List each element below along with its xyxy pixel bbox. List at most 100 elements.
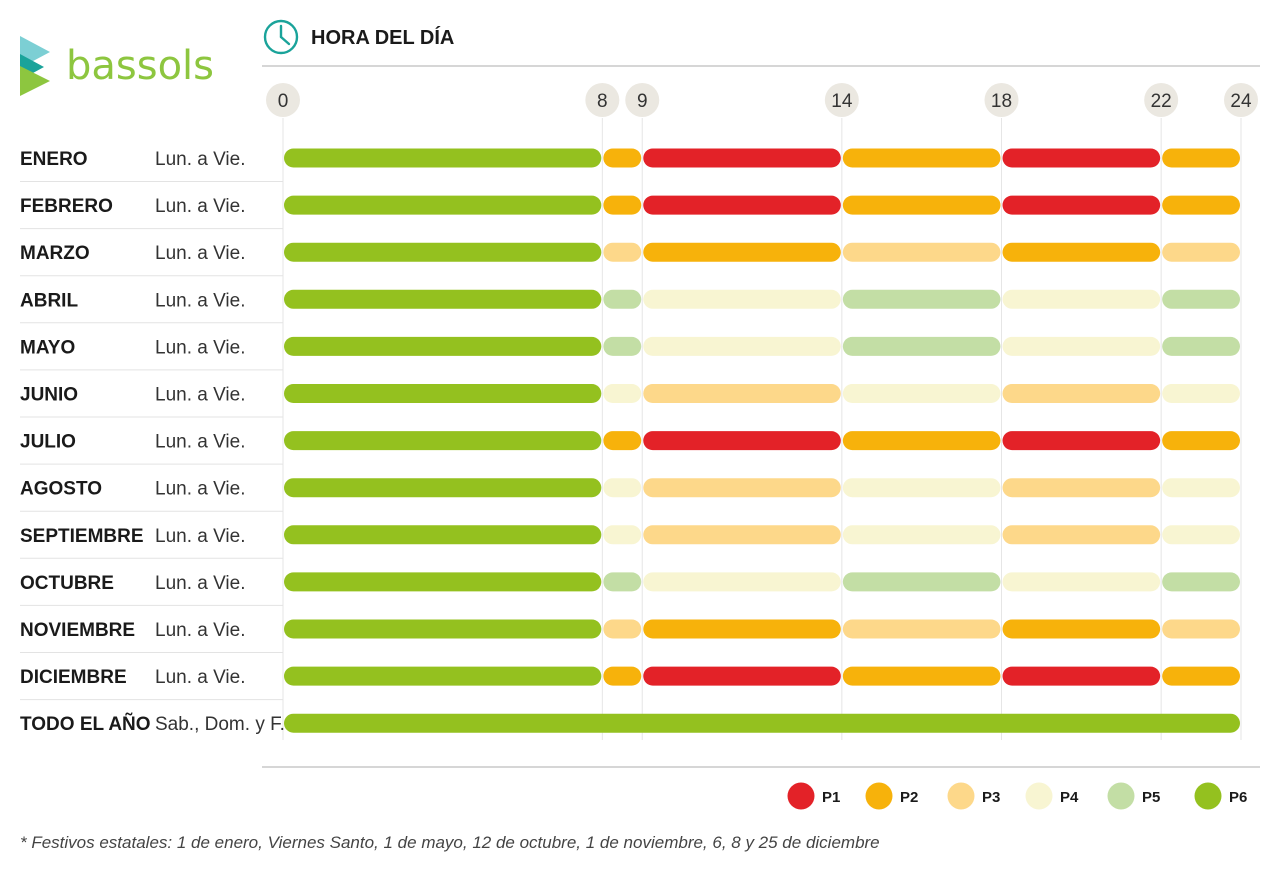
period-bar	[603, 525, 642, 545]
logo-mark-icon	[20, 36, 50, 96]
month-label: FEBRERO	[20, 196, 113, 217]
chart-row: DICIEMBRE Lun. a Vie.	[20, 666, 1240, 701]
period-bar	[603, 666, 642, 686]
period-bar	[603, 336, 642, 356]
period-bar	[284, 289, 602, 309]
period-bar	[643, 195, 841, 215]
legend-item: P5	[1107, 782, 1160, 810]
tick-label: 22	[1151, 91, 1172, 112]
legend-label: P6	[1229, 789, 1247, 806]
header-title: HORA DEL DÍA	[311, 27, 455, 49]
tick-label: 14	[831, 91, 853, 112]
period-bar	[1002, 572, 1161, 592]
period-bar	[284, 572, 602, 592]
period-bar	[1162, 666, 1240, 686]
tick-label: 9	[637, 91, 648, 112]
days-label: Lun. a Vie.	[155, 620, 246, 641]
period-bar	[1002, 148, 1161, 168]
month-label: TODO EL AÑO	[20, 713, 151, 735]
days-label: Lun. a Vie.	[155, 196, 246, 217]
period-bar	[842, 242, 1001, 262]
period-bar	[284, 148, 602, 168]
tick-label: 24	[1230, 91, 1252, 112]
period-bar	[1162, 289, 1240, 309]
legend-label: P5	[1142, 789, 1160, 806]
period-bar	[603, 148, 642, 168]
period-bar	[1002, 195, 1161, 215]
clock-icon	[263, 19, 299, 55]
footnote: * Festivos estatales: 1 de enero, Vierne…	[20, 833, 880, 852]
period-bar	[643, 431, 841, 451]
period-bar	[842, 478, 1001, 498]
period-bar	[1002, 384, 1161, 403]
legend-item: P2	[865, 782, 918, 810]
chart-row: ABRIL Lun. a Vie.	[20, 289, 1240, 324]
period-bar	[1002, 478, 1161, 498]
period-bar	[1002, 431, 1161, 451]
month-label: OCTUBRE	[20, 573, 114, 594]
period-bar	[603, 572, 642, 592]
chart-row: FEBRERO Lun. a Vie.	[20, 195, 1240, 230]
days-label: Lun. a Vie.	[155, 573, 246, 594]
month-label: MAYO	[20, 337, 75, 358]
tick-label: 8	[597, 91, 608, 112]
period-bar	[284, 713, 1240, 733]
period-bar	[643, 336, 841, 356]
chart-row: NOVIEMBRE Lun. a Vie.	[20, 619, 1240, 653]
period-bar	[284, 666, 602, 686]
legend-swatch	[947, 782, 975, 810]
legend-item: P1	[787, 782, 840, 810]
period-bar	[284, 525, 602, 545]
period-bar	[603, 478, 642, 498]
period-bar	[842, 666, 1001, 686]
bassols-logo: bassols	[20, 36, 214, 96]
tick-badge	[1224, 83, 1258, 117]
period-bar	[842, 336, 1001, 356]
days-label: Lun. a Vie.	[155, 479, 246, 500]
period-bar	[842, 572, 1001, 592]
period-bar	[842, 619, 1001, 639]
chart-row: TODO EL AÑO Sab., Dom. y F.	[20, 713, 1240, 735]
tick-badge	[824, 83, 859, 117]
period-bar	[1162, 148, 1240, 168]
days-label: Lun. a Vie.	[155, 149, 246, 170]
period-bar	[643, 478, 841, 498]
month-label: ABRIL	[20, 290, 78, 311]
month-label: SEPTIEMBRE	[20, 526, 144, 547]
period-bar	[1162, 242, 1240, 262]
period-bar	[842, 195, 1001, 215]
chart-row: JULIO Lun. a Vie.	[20, 431, 1240, 465]
period-bar	[643, 384, 841, 403]
tick-label: 0	[278, 91, 289, 112]
legend-swatch	[1107, 782, 1135, 810]
days-label: Lun. a Vie.	[155, 526, 246, 547]
month-label: JULIO	[20, 432, 76, 453]
chart-row: JUNIO Lun. a Vie.	[20, 384, 1240, 418]
period-bar	[1162, 195, 1240, 215]
period-bar	[1162, 572, 1240, 592]
days-label: Sab., Dom. y F.	[155, 714, 285, 735]
period-bar	[643, 572, 841, 592]
tick-badge	[266, 83, 300, 117]
period-bar	[603, 384, 642, 403]
period-bar	[603, 289, 642, 309]
period-bar	[842, 431, 1001, 451]
month-label: AGOSTO	[20, 479, 102, 500]
legend-swatch	[787, 782, 815, 810]
chart-row: SEPTIEMBRE Lun. a Vie.	[20, 525, 1240, 559]
tick-badge	[1144, 83, 1179, 117]
legend-swatch	[865, 782, 893, 810]
period-bar	[643, 289, 841, 309]
period-bar	[643, 242, 841, 262]
chart-row: OCTUBRE Lun. a Vie.	[20, 572, 1240, 606]
period-bar	[1002, 619, 1161, 639]
days-label: Lun. a Vie.	[155, 432, 246, 453]
period-bar	[643, 619, 841, 639]
month-label: JUNIO	[20, 385, 78, 406]
legend-item: P6	[1194, 782, 1247, 810]
period-bar	[1162, 478, 1240, 498]
days-label: Lun. a Vie.	[155, 337, 246, 358]
period-bar	[603, 431, 642, 451]
days-label: Lun. a Vie.	[155, 290, 246, 311]
